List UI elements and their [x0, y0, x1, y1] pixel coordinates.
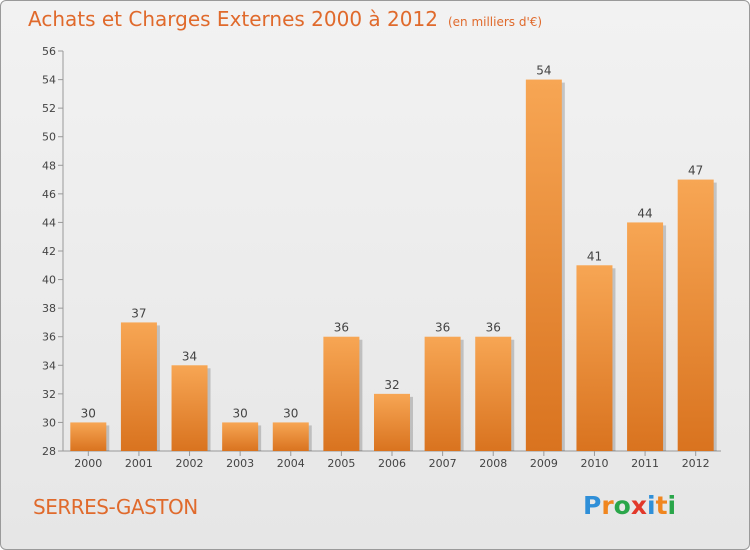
bar-2001: [120, 322, 157, 451]
x-tick-label: 2004: [277, 457, 305, 470]
y-tick-label: 28: [42, 445, 56, 458]
y-tick-label: 38: [42, 302, 56, 315]
chart-subtitle: (en milliers d'€): [447, 15, 543, 29]
data-label: 44: [637, 206, 652, 220]
chart-title: Achats et Charges Externes 2000 à 2012: [28, 7, 438, 31]
data-label: 30: [81, 406, 96, 420]
data-label: 30: [233, 406, 248, 420]
data-label: 36: [435, 321, 450, 335]
bar-2008: [475, 336, 512, 451]
bar-2000: [70, 422, 107, 451]
y-tick-label: 44: [42, 216, 56, 229]
x-tick-label: 2012: [682, 457, 710, 470]
brand-letter: o: [613, 491, 631, 520]
y-axis: 28 30 32 34 36 38 40 42 44 46 48 50 52 54 56: [42, 45, 64, 458]
data-label: 36: [486, 321, 501, 335]
bars: [70, 79, 717, 452]
bar-2003: [222, 422, 259, 451]
bar-2005: [323, 336, 360, 451]
data-label: 47: [688, 164, 703, 178]
bar-2011: [627, 222, 664, 451]
brand-letter: t: [655, 491, 668, 520]
x-tick-label: 2000: [74, 457, 102, 470]
y-tick-label: 40: [42, 274, 56, 287]
y-tick-label: 50: [42, 131, 56, 144]
data-label: 54: [536, 64, 551, 78]
brand-letter: r: [601, 491, 614, 520]
y-tick-label: 42: [42, 245, 56, 258]
x-tick-label: 2010: [580, 457, 608, 470]
data-label: 36: [334, 321, 349, 335]
y-tick-label: 30: [42, 416, 56, 429]
x-tick-label: 2005: [327, 457, 355, 470]
x-tick-label: 2007: [429, 457, 457, 470]
bar-2012: [677, 179, 714, 452]
bar-2006: [374, 393, 410, 451]
data-label: 41: [587, 249, 602, 263]
x-tick-label: 2001: [125, 457, 153, 470]
y-tick-label: 32: [42, 388, 56, 401]
brand-letter: x: [630, 491, 647, 520]
y-tick-label: 56: [42, 45, 56, 58]
bar-2009: [525, 79, 562, 452]
data-label: 34: [182, 349, 197, 363]
y-tick-label: 36: [42, 331, 56, 344]
x-tick-label: 2003: [226, 457, 254, 470]
x-tick-label: 2006: [378, 457, 406, 470]
commune-name: SERRES-GASTON: [33, 495, 198, 519]
y-tick-label: 46: [42, 188, 56, 201]
y-tick-label: 48: [42, 159, 56, 172]
brand-logo[interactable]: Proxiti: [583, 491, 676, 520]
data-labels: 30 37 34 30 30 36 32 36 36 54 41 44 47: [81, 64, 704, 421]
data-label: 37: [131, 306, 146, 320]
y-tick-label: 52: [42, 102, 56, 115]
brand-letter: i: [647, 491, 656, 520]
bar-2004: [272, 422, 309, 451]
y-tick-label: 34: [42, 359, 56, 372]
data-label: 32: [384, 378, 399, 392]
bar-2010: [576, 265, 613, 451]
x-tick-label: 2009: [530, 457, 558, 470]
x-tick-label: 2011: [631, 457, 659, 470]
bar-2002: [171, 365, 208, 451]
data-label: 30: [283, 406, 298, 420]
x-axis: 2000 2001 2002 2003 2004 2005 2006 2007 2008 2009…: [63, 450, 721, 470]
title-line: Achats et Charges Externes 2000 à 2012 (e…: [28, 7, 542, 31]
x-tick-label: 2008: [479, 457, 507, 470]
y-tick-label: 54: [42, 74, 56, 87]
brand-letter: P: [583, 491, 602, 520]
bar-2007: [424, 336, 461, 451]
brand-letter: i: [667, 491, 677, 520]
x-tick-label: 2002: [176, 457, 204, 470]
